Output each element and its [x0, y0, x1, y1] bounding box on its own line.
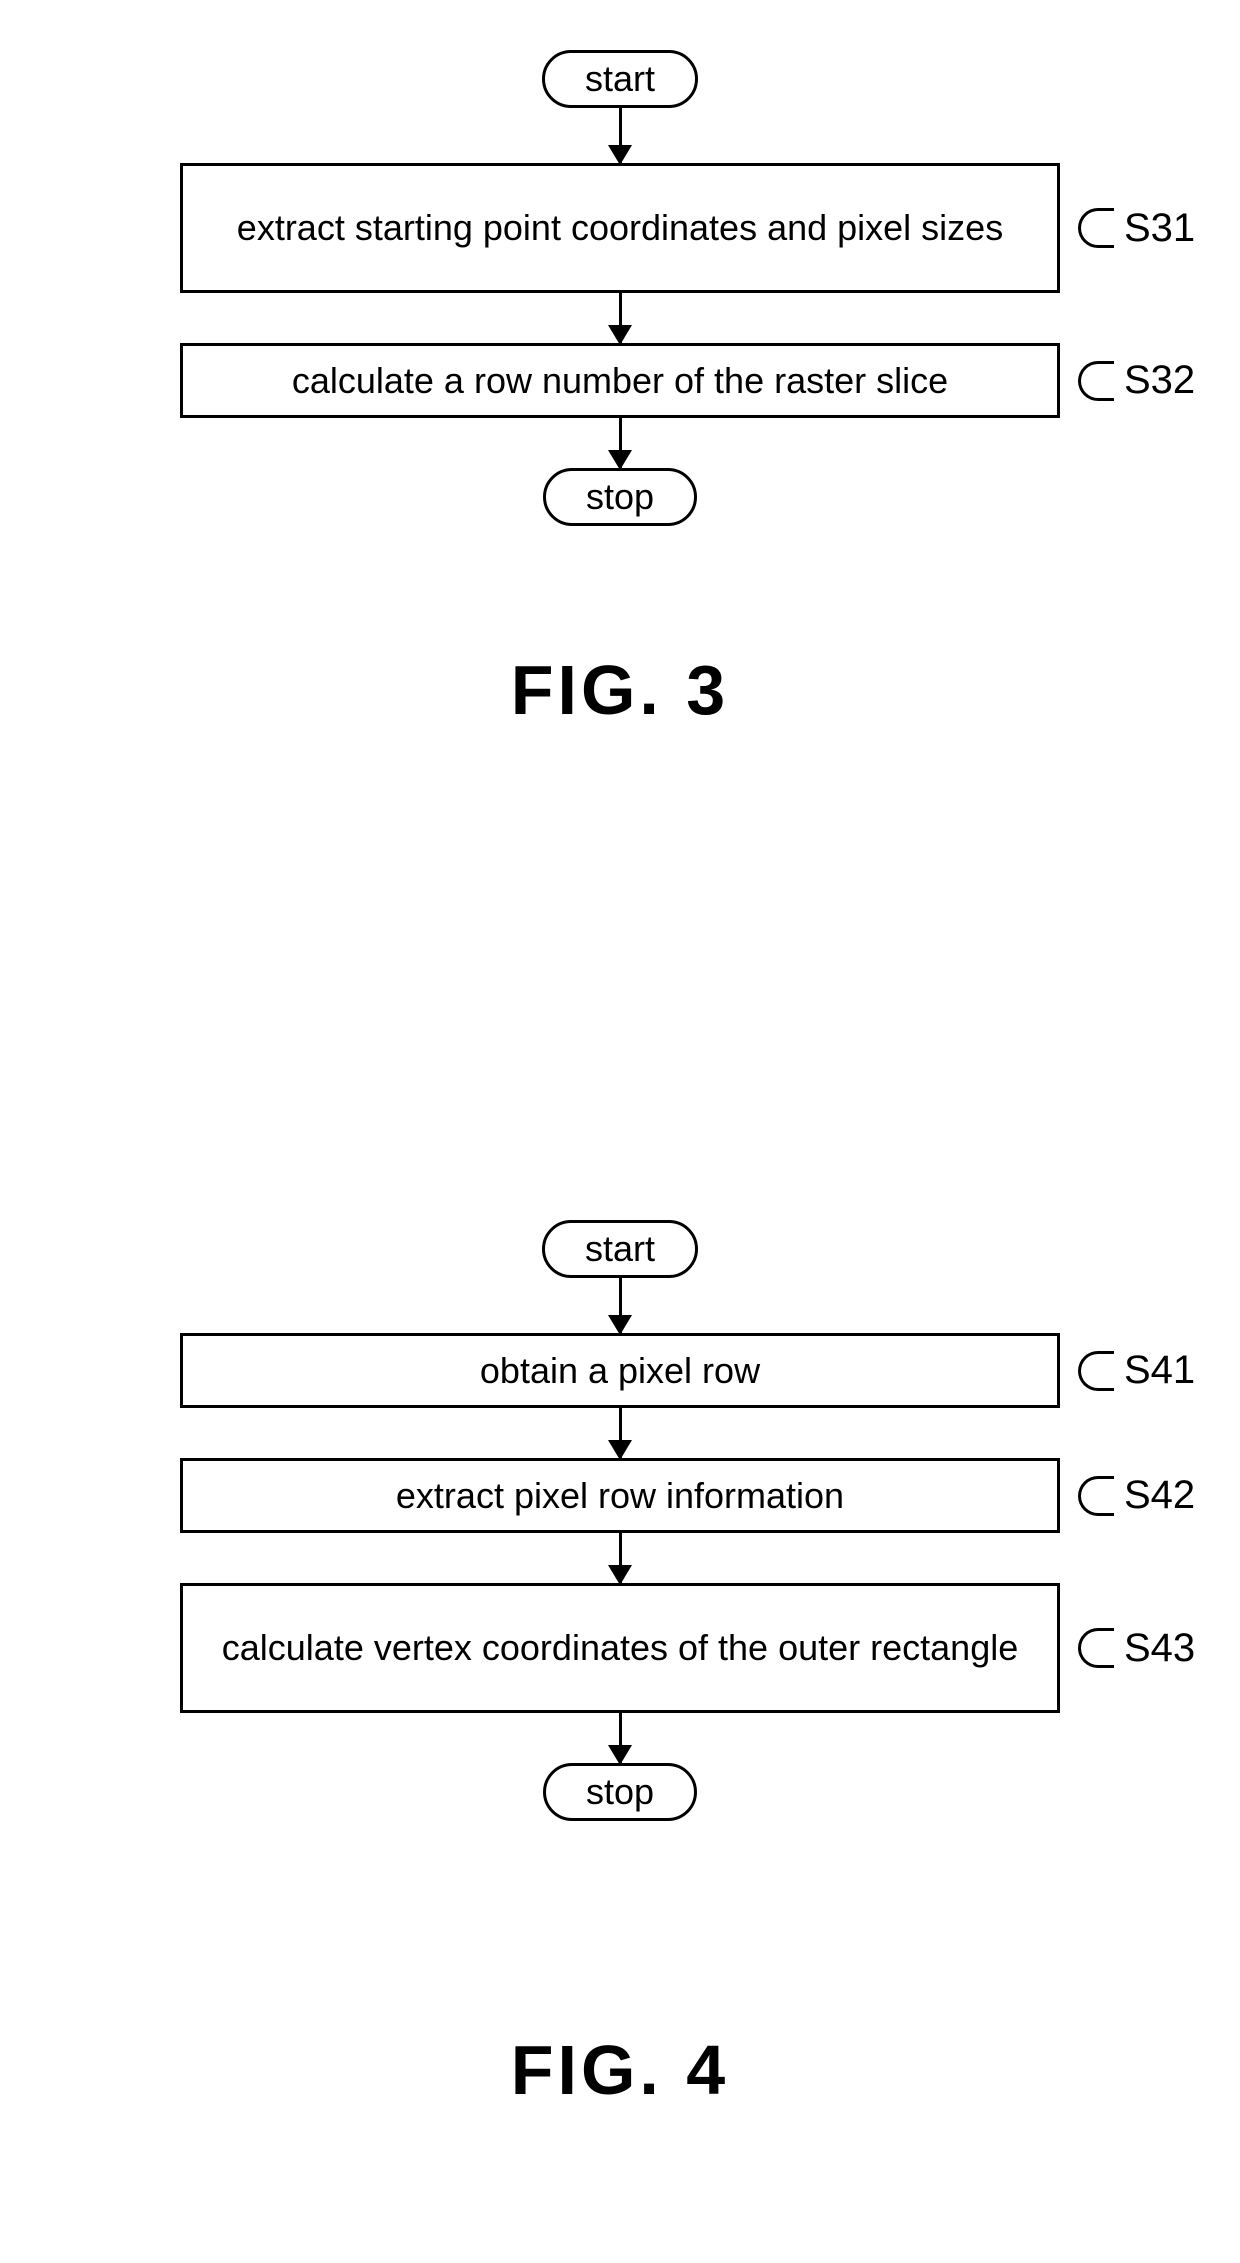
flow-step: extract starting point coordinates and p…: [180, 163, 1060, 293]
process-box: extract pixel row information: [180, 1458, 1060, 1533]
page: start extract starting point coordinates…: [0, 0, 1240, 2263]
figure-caption: FIG. 3: [511, 650, 729, 730]
flowchart-fig3: start extract starting point coordinates…: [180, 50, 1060, 526]
arrow-icon: [619, 418, 622, 468]
flow-step: extract pixel row information S42: [180, 1458, 1060, 1533]
terminal-start: start: [542, 1220, 698, 1278]
arrow-icon: [619, 1408, 622, 1458]
step-label: S43: [1078, 1626, 1195, 1671]
flow-step: calculate vertex coordinates of the oute…: [180, 1583, 1060, 1713]
terminal-stop: stop: [543, 1763, 697, 1821]
arrow-icon: [619, 1278, 622, 1333]
flow-step: calculate a row number of the raster sli…: [180, 343, 1060, 418]
step-label: S32: [1078, 358, 1195, 403]
process-box: obtain a pixel row: [180, 1333, 1060, 1408]
label-connector-icon: [1078, 1351, 1114, 1391]
arrow-icon: [619, 1533, 622, 1583]
flow-step: obtain a pixel row S41: [180, 1333, 1060, 1408]
step-label: S31: [1078, 206, 1195, 251]
arrow-icon: [619, 108, 622, 163]
process-box: extract starting point coordinates and p…: [180, 163, 1060, 293]
arrow-icon: [619, 293, 622, 343]
label-connector-icon: [1078, 208, 1114, 248]
label-connector-icon: [1078, 1476, 1114, 1516]
step-label-text: S43: [1124, 1626, 1195, 1671]
arrow-icon: [619, 1713, 622, 1763]
step-label-text: S42: [1124, 1473, 1195, 1518]
terminal-stop: stop: [543, 468, 697, 526]
label-connector-icon: [1078, 1628, 1114, 1668]
flowchart-fig4: start obtain a pixel row S41 extract pix…: [180, 1220, 1060, 1821]
step-label-text: S31: [1124, 206, 1195, 251]
terminal-start: start: [542, 50, 698, 108]
step-label-text: S32: [1124, 358, 1195, 403]
step-label-text: S41: [1124, 1348, 1195, 1393]
process-box: calculate a row number of the raster sli…: [180, 343, 1060, 418]
figure-caption: FIG. 4: [511, 2030, 729, 2110]
label-connector-icon: [1078, 361, 1114, 401]
process-box: calculate vertex coordinates of the oute…: [180, 1583, 1060, 1713]
step-label: S42: [1078, 1473, 1195, 1518]
step-label: S41: [1078, 1348, 1195, 1393]
